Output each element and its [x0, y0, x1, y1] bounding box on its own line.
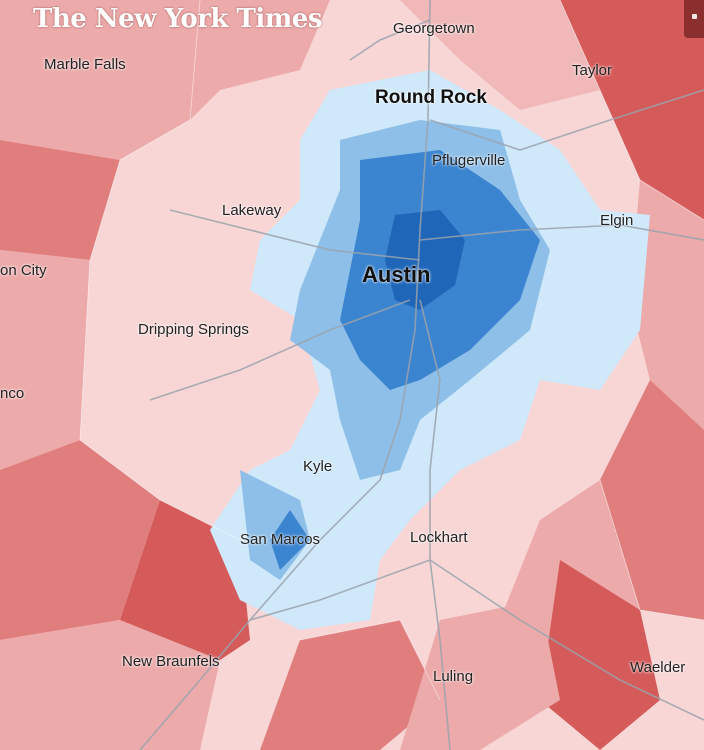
place-label-blanco: nco: [0, 385, 25, 402]
place-label-dripping-springs: Dripping Springs: [138, 321, 249, 338]
road: [429, 89, 704, 151]
highway-i35: [139, 0, 431, 750]
place-label-austin: Austin: [362, 262, 431, 287]
place-label-pflugerville: Pflugerville: [432, 152, 506, 169]
precinct-region: [190, 0, 330, 120]
place-label-elgin: Elgin: [600, 212, 634, 229]
road: [169, 209, 421, 261]
road: [249, 559, 431, 621]
place-label-luling: Luling: [433, 668, 474, 685]
precinct-borders: [79, 0, 704, 701]
place-label-kyle: Kyle: [303, 458, 333, 475]
place-label-new-braunfels: New Braunfels: [122, 653, 220, 670]
precinct-border: [599, 479, 704, 621]
road-network: [139, 0, 704, 750]
map-menu-button[interactable]: [684, 0, 704, 38]
democratic-area-mid: [270, 510, 310, 570]
place-label-round-rock: Round Rock: [375, 87, 487, 108]
precinct-region: [400, 0, 600, 110]
precinct-border: [299, 619, 441, 701]
precinct-region: [260, 620, 440, 750]
place-label-lakeway: Lakeway: [222, 202, 282, 219]
precinct-region: [0, 440, 160, 640]
democratic-area-dark: [385, 210, 465, 310]
precinct-region: [0, 140, 120, 260]
road: [349, 19, 431, 61]
precinct-border: [559, 0, 704, 221]
precinct-region: [630, 180, 704, 430]
place-label-san-marcos: San Marcos: [240, 531, 321, 548]
road: [429, 559, 704, 721]
road: [149, 299, 411, 401]
place-label-lockhart: Lockhart: [410, 529, 468, 546]
place-label-waelder: Waelder: [630, 659, 686, 676]
precinct-region: [560, 0, 704, 220]
road: [419, 224, 704, 241]
place-label-taylor: Taylor: [572, 62, 613, 79]
nyt-logo: The New York Times: [33, 4, 322, 34]
precinct-region: [600, 380, 704, 620]
place-label-marble-city: on City: [0, 262, 47, 279]
place-label-marble-falls: Marble Falls: [44, 56, 126, 73]
precinct-border: [79, 0, 241, 541]
precinct-region: [540, 560, 660, 750]
road: [419, 299, 451, 750]
precinct-region: [0, 0, 200, 160]
place-label-georgetown: Georgetown: [393, 20, 475, 37]
precinct-region: [0, 250, 90, 470]
precinct-region: [0, 620, 220, 750]
